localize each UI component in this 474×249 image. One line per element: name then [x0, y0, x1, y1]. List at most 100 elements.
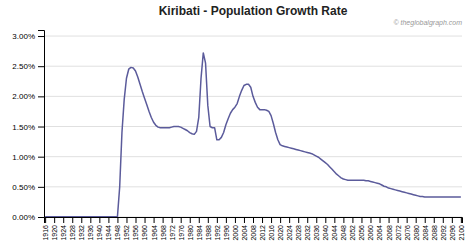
- x-tick-mark: [425, 217, 426, 223]
- y-tick-mark: [38, 96, 44, 97]
- y-tick: 0.50%: [12, 183, 44, 192]
- x-tick-label: 1992: [214, 225, 221, 241]
- x-tick: 2040: [322, 217, 329, 241]
- x-tick: 1944: [105, 217, 112, 241]
- x-tick: 2012: [259, 217, 266, 241]
- x-tick: 2016: [268, 217, 275, 241]
- x-tick: 2076: [404, 217, 411, 241]
- x-tick-mark: [280, 217, 281, 223]
- x-tick-mark: [461, 217, 462, 223]
- y-tick: 3.00%: [12, 32, 44, 41]
- x-tick-label: 2084: [422, 225, 429, 241]
- x-tick-mark: [117, 217, 118, 223]
- x-tick: 2080: [413, 217, 420, 241]
- x-tick-label: 1924: [60, 225, 67, 241]
- x-tick: 1936: [87, 217, 94, 241]
- x-tick-mark: [136, 217, 137, 223]
- x-tick-label: 1928: [69, 225, 76, 241]
- y-axis-line: [38, 31, 45, 218]
- x-tick-mark: [45, 217, 46, 223]
- x-tick: 2048: [340, 217, 347, 241]
- x-tick-mark: [316, 217, 317, 223]
- x-tick-label: 1944: [105, 225, 112, 241]
- y-tick-mark: [38, 157, 44, 158]
- y-tick-label: 0.00%: [12, 213, 35, 222]
- x-tick-label: 2064: [376, 225, 383, 241]
- y-tick-mark: [38, 36, 44, 37]
- x-tick-label: 1920: [51, 225, 58, 241]
- grid-line: [44, 126, 462, 127]
- x-tick-mark: [434, 217, 435, 223]
- x-tick-label: 2040: [322, 225, 329, 241]
- y-tick: 2.00%: [12, 92, 44, 101]
- x-tick-mark: [163, 217, 164, 223]
- x-tick: 1948: [114, 217, 121, 241]
- x-tick: 2036: [313, 217, 320, 241]
- x-tick: 2092: [440, 217, 447, 241]
- x-tick-mark: [226, 217, 227, 223]
- x-tick-label: 2020: [277, 225, 284, 241]
- x-tick-mark: [54, 217, 55, 223]
- x-tick: 2084: [422, 217, 429, 241]
- grid-line: [44, 186, 462, 187]
- x-tick: 1992: [214, 217, 221, 241]
- x-tick-mark: [443, 217, 444, 223]
- x-tick-mark: [307, 217, 308, 223]
- x-tick-label: 2016: [268, 225, 275, 241]
- x-tick: 1976: [178, 217, 185, 241]
- x-tick-mark: [298, 217, 299, 223]
- x-tick-label: 1972: [169, 225, 176, 241]
- x-tick-label: 1984: [196, 225, 203, 241]
- x-tick: 1940: [96, 217, 103, 241]
- x-tick-mark: [172, 217, 173, 223]
- x-tick-label: 2060: [367, 225, 374, 241]
- x-tick-label: 1956: [132, 225, 139, 241]
- x-tick: 2032: [304, 217, 311, 241]
- x-tick-label: 1936: [87, 225, 94, 241]
- x-tick-label: 1968: [160, 225, 167, 241]
- x-tick-label: 1960: [141, 225, 148, 241]
- marks: [45, 53, 461, 217]
- x-tick: 1928: [69, 217, 76, 241]
- x-tick: 1988: [205, 217, 212, 241]
- x-tick-label: 2004: [241, 225, 248, 241]
- y-tick-label: 1.50%: [12, 123, 35, 132]
- y-tick-label: 2.50%: [12, 62, 35, 71]
- x-tick-mark: [380, 217, 381, 223]
- x-tick-mark: [244, 217, 245, 223]
- y-tick: 0.00%: [12, 213, 44, 222]
- x-axis: 1916192019241928193219361940194419481952…: [42, 217, 465, 241]
- x-tick-mark: [407, 217, 408, 223]
- y-tick: 2.50%: [12, 62, 44, 71]
- x-tick: 2096: [449, 217, 456, 241]
- x-tick-mark: [271, 217, 272, 223]
- x-tick-mark: [145, 217, 146, 223]
- x-tick-mark: [63, 217, 64, 223]
- x-tick-label: 2008: [250, 225, 257, 241]
- x-tick: 2068: [386, 217, 393, 241]
- x-tick: 1920: [51, 217, 58, 241]
- x-tick: 1980: [187, 217, 194, 241]
- x-tick: 2052: [349, 217, 356, 241]
- x-tick: 1952: [123, 217, 130, 241]
- grid-line: [44, 156, 462, 157]
- x-tick-label: 2092: [440, 225, 447, 241]
- x-tick-mark: [108, 217, 109, 223]
- x-tick: 1964: [151, 217, 158, 241]
- x-tick-label: 2036: [313, 225, 320, 241]
- x-tick-mark: [235, 217, 236, 223]
- y-tick-mark: [38, 187, 44, 188]
- x-tick: 1984: [196, 217, 203, 241]
- x-tick: 2056: [358, 217, 365, 241]
- x-tick-mark: [199, 217, 200, 223]
- x-tick-mark: [398, 217, 399, 223]
- x-tick: 1972: [169, 217, 176, 241]
- annotation: © theglobalgraph.com: [393, 19, 462, 27]
- x-tick-label: 1976: [178, 225, 185, 241]
- x-tick: 2064: [376, 217, 383, 241]
- x-tick-mark: [370, 217, 371, 223]
- x-tick-label: 2048: [340, 225, 347, 241]
- x-tick-label: 2100: [458, 225, 465, 241]
- x-tick-mark: [190, 217, 191, 223]
- x-tick-label: 1988: [205, 225, 212, 241]
